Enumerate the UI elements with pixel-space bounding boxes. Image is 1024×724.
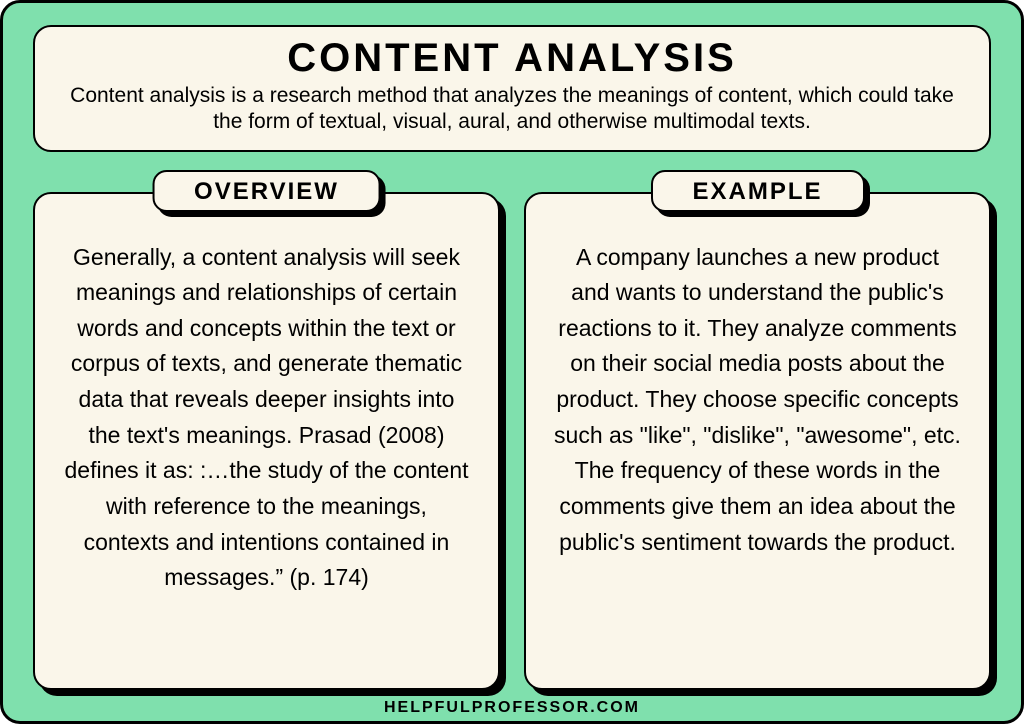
overview-card: Generally, a content analysis will seek …: [33, 192, 500, 690]
overview-column: OVERVIEW Generally, a content analysis w…: [33, 192, 500, 690]
main-title: CONTENT ANALYSIS: [65, 37, 959, 79]
overview-badge: OVERVIEW: [152, 170, 381, 212]
example-badge: EXAMPLE: [650, 170, 864, 212]
columns-container: OVERVIEW Generally, a content analysis w…: [33, 192, 991, 690]
example-column: EXAMPLE A company launches a new product…: [524, 192, 991, 690]
overview-body: Generally, a content analysis will seek …: [63, 240, 470, 596]
example-body: A company launches a new product and wan…: [554, 240, 961, 561]
example-card: A company launches a new product and wan…: [524, 192, 991, 690]
infographic-canvas: CONTENT ANALYSIS Content analysis is a r…: [0, 0, 1024, 724]
main-subtitle: Content analysis is a research method th…: [65, 83, 959, 136]
header-card: CONTENT ANALYSIS Content analysis is a r…: [33, 25, 991, 152]
footer-credit: HELPFULPROFESSOR.COM: [3, 699, 1021, 717]
